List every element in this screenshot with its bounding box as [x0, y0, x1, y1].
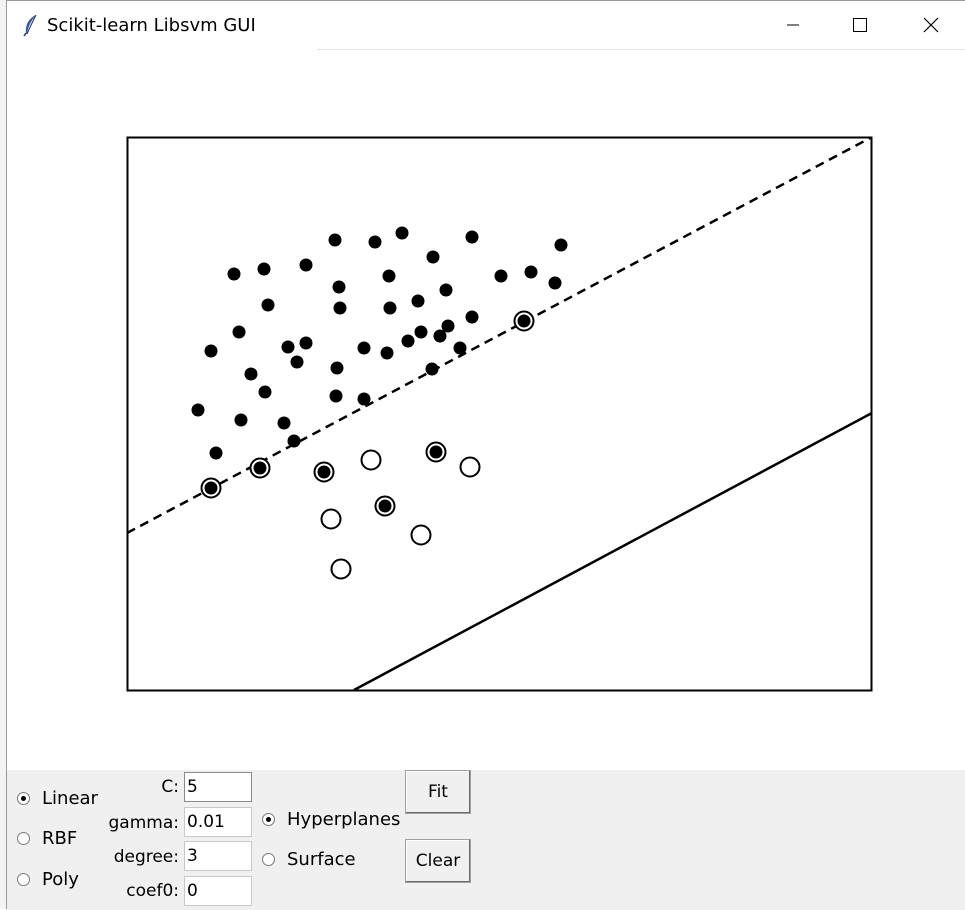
class-point-filled: [380, 346, 394, 360]
class-point-filled: [258, 385, 272, 399]
class-point-filled: [426, 250, 440, 264]
class-point-filled: [329, 389, 343, 403]
class-point-filled: [465, 230, 479, 244]
display-radio-hyperplanes[interactable]: Hyperplanes: [262, 809, 400, 830]
radio-indicator: [262, 853, 275, 866]
radio-indicator: [17, 832, 30, 845]
class-point-filled: [204, 344, 218, 358]
class-point-filled: [257, 262, 271, 276]
class-point-filled: [234, 413, 248, 427]
class-point-filled: [277, 416, 291, 430]
radio-indicator: [17, 792, 30, 805]
class-point-filled: [429, 445, 443, 459]
kernel-label-rbf: RBF: [42, 828, 78, 849]
class-point-hollow: [360, 449, 382, 471]
class-point-filled: [382, 269, 396, 283]
plot-frame: [126, 136, 873, 692]
decision-boundary-line: [353, 411, 872, 690]
class-point-filled: [411, 294, 425, 308]
maximize-icon: [853, 18, 867, 32]
radio-indicator: [17, 873, 30, 886]
svm-plot[interactable]: [7, 50, 965, 770]
kernel-radio-rbf[interactable]: RBF: [17, 828, 77, 849]
class-point-filled: [204, 481, 218, 495]
class-point-filled: [317, 465, 331, 479]
class-point-filled: [332, 280, 346, 294]
fit-button[interactable]: Fit: [405, 770, 471, 814]
class-point-filled: [401, 334, 415, 348]
class-point-filled: [227, 267, 241, 281]
class-point-filled: [439, 283, 453, 297]
clear-button[interactable]: Clear: [405, 839, 471, 883]
class-point-filled: [548, 276, 562, 290]
class-point-filled: [209, 446, 223, 460]
kernel-label-linear: Linear: [42, 788, 98, 809]
class-point-filled: [357, 341, 371, 355]
degree-label: degree:: [113, 847, 179, 867]
points-layer: [191, 226, 568, 580]
class-point-filled: [333, 301, 347, 315]
feather-icon: [23, 14, 37, 37]
class-point-filled: [395, 226, 409, 240]
maximize-button[interactable]: [825, 1, 895, 49]
class-point-hollow: [320, 508, 342, 530]
gamma-input[interactable]: [184, 807, 252, 837]
class-point-filled: [299, 336, 313, 350]
class-point-filled: [244, 367, 258, 381]
class-point-filled: [368, 235, 382, 249]
c-label: C:: [161, 777, 179, 797]
class-point-filled: [465, 310, 479, 324]
class-point-filled: [378, 499, 392, 513]
class-point-filled: [554, 238, 568, 252]
gamma-label: gamma:: [108, 813, 179, 833]
class-point-hollow: [330, 558, 352, 580]
class-point-filled: [261, 298, 275, 312]
class-point-filled: [232, 325, 246, 339]
app-window: Scikit-learn Libsvm GUI: [6, 0, 965, 910]
coef0-input[interactable]: [184, 876, 252, 906]
class-point-filled: [253, 461, 267, 475]
class-point-filled: [517, 314, 531, 328]
class-point-filled: [453, 341, 467, 355]
class-point-filled: [330, 361, 344, 375]
class-point-hollow: [459, 456, 481, 478]
class-point-filled: [357, 392, 371, 406]
coef0-label: coef0:: [126, 881, 179, 901]
class-point-filled: [524, 265, 538, 279]
title-bar[interactable]: Scikit-learn Libsvm GUI: [7, 1, 965, 49]
class-point-filled: [494, 269, 508, 283]
minimize-button[interactable]: [758, 1, 828, 49]
degree-input[interactable]: [184, 841, 252, 871]
window-title: Scikit-learn Libsvm GUI: [47, 15, 256, 36]
display-label-hyperplanes: Hyperplanes: [287, 809, 401, 830]
class-point-filled: [287, 434, 301, 448]
plot-canvas[interactable]: [7, 50, 965, 770]
class-point-filled: [299, 258, 313, 272]
class-point-filled: [425, 362, 439, 376]
class-point-hollow: [410, 524, 432, 546]
radio-indicator: [262, 813, 275, 826]
close-button[interactable]: [896, 1, 965, 49]
title-separator: [317, 49, 965, 50]
class-point-filled: [414, 325, 428, 339]
c-input[interactable]: [184, 772, 252, 802]
kernel-radio-linear[interactable]: Linear: [17, 788, 98, 809]
class-point-filled: [191, 403, 205, 417]
class-point-filled: [383, 301, 397, 315]
minimize-icon: [787, 24, 799, 26]
display-radio-surface[interactable]: Surface: [262, 849, 356, 870]
control-panel: Linear RBF Poly C: gamma: degree: coef0:…: [7, 770, 965, 910]
kernel-label-poly: Poly: [42, 869, 79, 890]
class-point-filled: [441, 319, 455, 333]
class-point-filled: [290, 355, 304, 369]
class-point-filled: [281, 340, 295, 354]
class-point-filled: [433, 329, 447, 343]
kernel-radio-poly[interactable]: Poly: [17, 869, 79, 890]
class-point-filled: [328, 233, 342, 247]
display-label-surface: Surface: [287, 849, 356, 870]
close-icon: [923, 17, 939, 33]
